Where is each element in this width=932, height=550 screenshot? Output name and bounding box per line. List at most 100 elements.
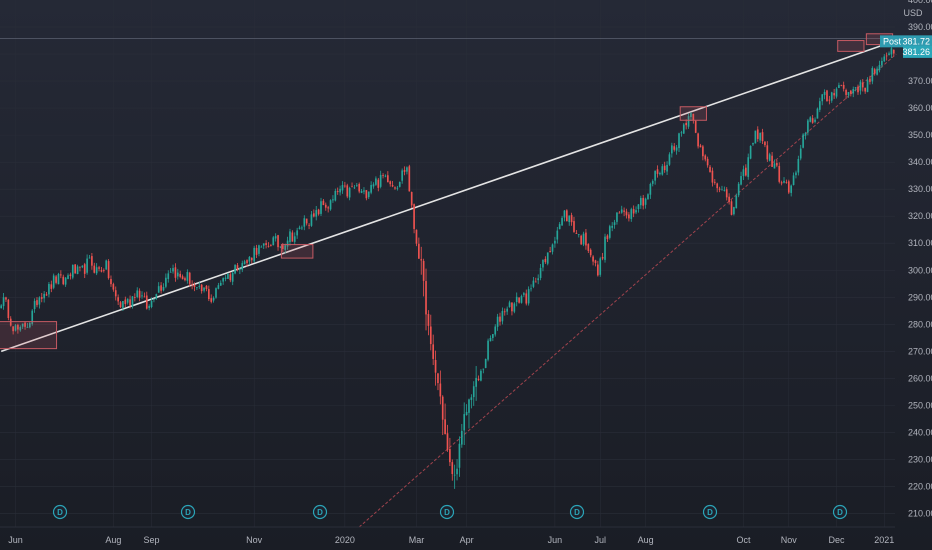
candle-body	[69, 274, 72, 276]
candle-body	[157, 286, 160, 293]
candle-body	[138, 290, 141, 298]
candle-body	[143, 296, 146, 298]
candle-body	[112, 284, 115, 290]
candle-body	[408, 166, 411, 192]
candle-body	[396, 187, 399, 189]
trendline[interactable]	[0, 39, 897, 353]
candle-body	[21, 323, 24, 327]
trendlines[interactable]	[0, 39, 897, 528]
candle-body	[327, 207, 330, 209]
time-axis[interactable]: Jun Aug Sep Nov 2020 Mar Apr Jun Jul Aug Oct Nov Dec…	[8, 535, 894, 545]
candle-body	[234, 264, 236, 274]
candle-body	[293, 236, 296, 242]
candle-body	[410, 192, 413, 206]
candle-body	[153, 299, 155, 301]
trendline[interactable]	[358, 53, 897, 528]
candle-body	[389, 181, 392, 185]
candle-body	[348, 187, 351, 198]
price-axis[interactable]: 210.00 220.00 230.00 240.00 250.00 260.00 270.…	[908, 0, 932, 518]
candle-body	[878, 65, 881, 71]
price-tag-label: Post	[883, 36, 902, 46]
candle-body	[212, 297, 215, 301]
candle-body	[427, 313, 430, 326]
candle-body	[554, 240, 556, 244]
dividend-badge[interactable]: D	[569, 504, 585, 520]
candle-body	[50, 284, 53, 289]
candle-body	[332, 199, 334, 201]
candle-body	[131, 296, 134, 307]
candle-body	[74, 264, 77, 274]
candle-body	[797, 158, 800, 173]
dividend-badge[interactable]: D	[180, 504, 196, 520]
candle-body	[888, 53, 890, 56]
candle-body	[606, 235, 609, 240]
candle-body	[384, 175, 387, 177]
candle-body	[174, 267, 177, 278]
x-tick-label: Mar	[409, 535, 425, 545]
dividend-badge[interactable]: D	[52, 504, 68, 520]
candle-body	[480, 370, 482, 381]
candle-body	[169, 271, 172, 273]
candle-body	[508, 302, 511, 308]
candle-body	[778, 166, 781, 182]
y-tick-label: 260.00	[908, 373, 932, 383]
candle-body	[861, 82, 864, 88]
candle-body	[227, 273, 229, 279]
candle-body	[711, 170, 714, 183]
candle-body	[329, 200, 332, 210]
dividend-badge[interactable]: D	[439, 504, 455, 520]
candle-body	[9, 318, 12, 326]
dividend-badge[interactable]: D	[702, 504, 718, 520]
candle-body	[790, 185, 793, 193]
candle-body	[654, 170, 656, 181]
candle-body	[678, 133, 680, 149]
candle-body	[809, 117, 812, 122]
candle-body	[792, 175, 795, 185]
candle-body	[165, 277, 167, 287]
candle-body	[45, 294, 48, 296]
candle-body	[597, 264, 599, 276]
candle-body	[43, 293, 45, 299]
candle-body	[776, 162, 778, 166]
candle-body	[649, 183, 652, 195]
candle-body	[191, 284, 193, 286]
candle-body	[642, 197, 645, 206]
candle-body	[475, 377, 477, 387]
pattern-marker-box	[679, 106, 707, 121]
candle-body	[635, 210, 637, 213]
candle-body	[322, 200, 325, 206]
candle-body	[613, 222, 616, 225]
candle-body	[375, 178, 377, 185]
candle-body	[823, 91, 826, 96]
candle-body	[472, 386, 475, 398]
candle-body	[656, 169, 659, 174]
candle-body	[575, 233, 578, 235]
y-tick-label: 290.00	[908, 292, 932, 302]
dividend-badge[interactable]: D	[832, 504, 848, 520]
candle-body	[773, 163, 776, 169]
x-tick-label: Oct	[736, 535, 751, 545]
candle-body	[184, 278, 186, 281]
candle-body	[355, 185, 358, 187]
candle-body	[155, 294, 158, 299]
candle-body	[219, 282, 222, 286]
candle-body	[48, 283, 50, 295]
x-tick-label: Apr	[460, 535, 474, 545]
candle-body	[334, 190, 337, 201]
candle-body	[620, 209, 623, 213]
candle-body	[492, 334, 494, 338]
x-tick-label: Nov	[781, 535, 798, 545]
candle-body	[847, 92, 850, 96]
pattern-marker-box	[280, 244, 314, 259]
candle-body	[864, 87, 867, 92]
candle-body	[644, 198, 647, 205]
candle-body	[260, 246, 263, 248]
candle-body	[465, 411, 468, 416]
dividend-badge[interactable]: D	[312, 504, 328, 520]
x-tick-label: Nov	[246, 535, 263, 545]
candle-body	[616, 212, 618, 222]
y-tick-label: 310.00	[908, 238, 932, 248]
